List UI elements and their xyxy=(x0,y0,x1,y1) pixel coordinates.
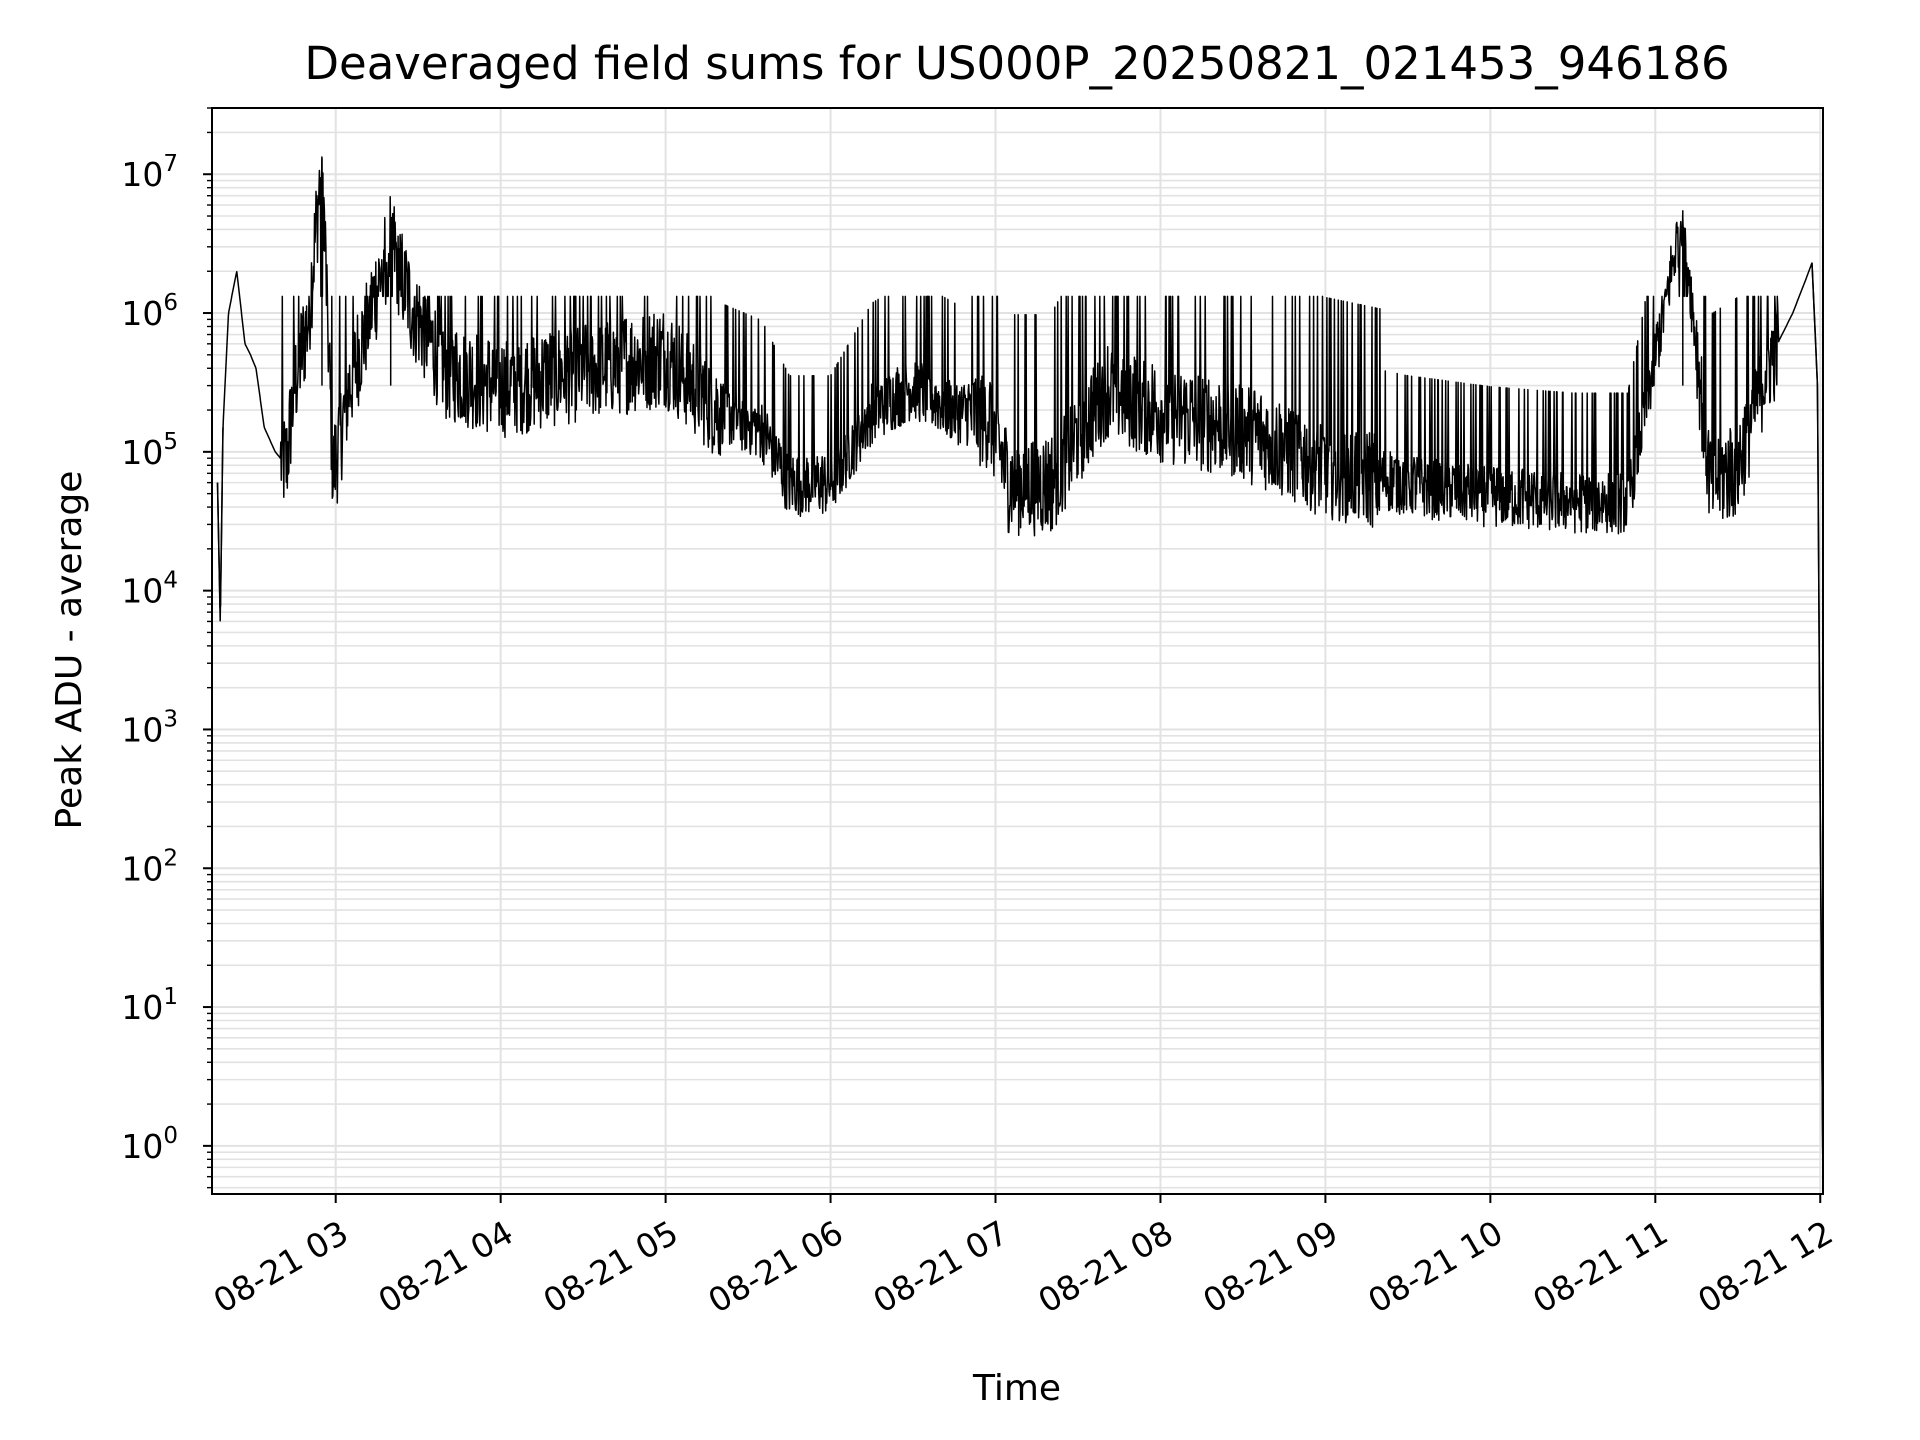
data-end-drop xyxy=(1811,262,1824,1195)
y-tick-label: 102 xyxy=(121,845,178,888)
y-tick-label: 101 xyxy=(121,984,178,1027)
chart-title: Deaveraged field sums for US000P_2025082… xyxy=(304,37,1729,90)
x-axis-label: Time xyxy=(972,1368,1061,1409)
y-tick-label: 105 xyxy=(121,429,178,472)
y-tick-label: 103 xyxy=(121,706,178,749)
data-line xyxy=(216,156,1824,1164)
y-axis-label: Peak ADU - average xyxy=(49,471,90,830)
y-tick-labels: 100 101 102 103 104 105 106 107 xyxy=(121,151,178,1166)
data-start-dip xyxy=(216,427,224,622)
y-tick-label: 107 xyxy=(121,151,178,194)
y-tick-label: 106 xyxy=(121,290,178,333)
plot-line-group xyxy=(216,156,1824,1195)
tick-marks xyxy=(203,107,1822,1203)
plot-frame xyxy=(211,107,1824,1195)
y-tick-label: 104 xyxy=(121,568,178,611)
y-tick-label: 100 xyxy=(121,1123,178,1166)
